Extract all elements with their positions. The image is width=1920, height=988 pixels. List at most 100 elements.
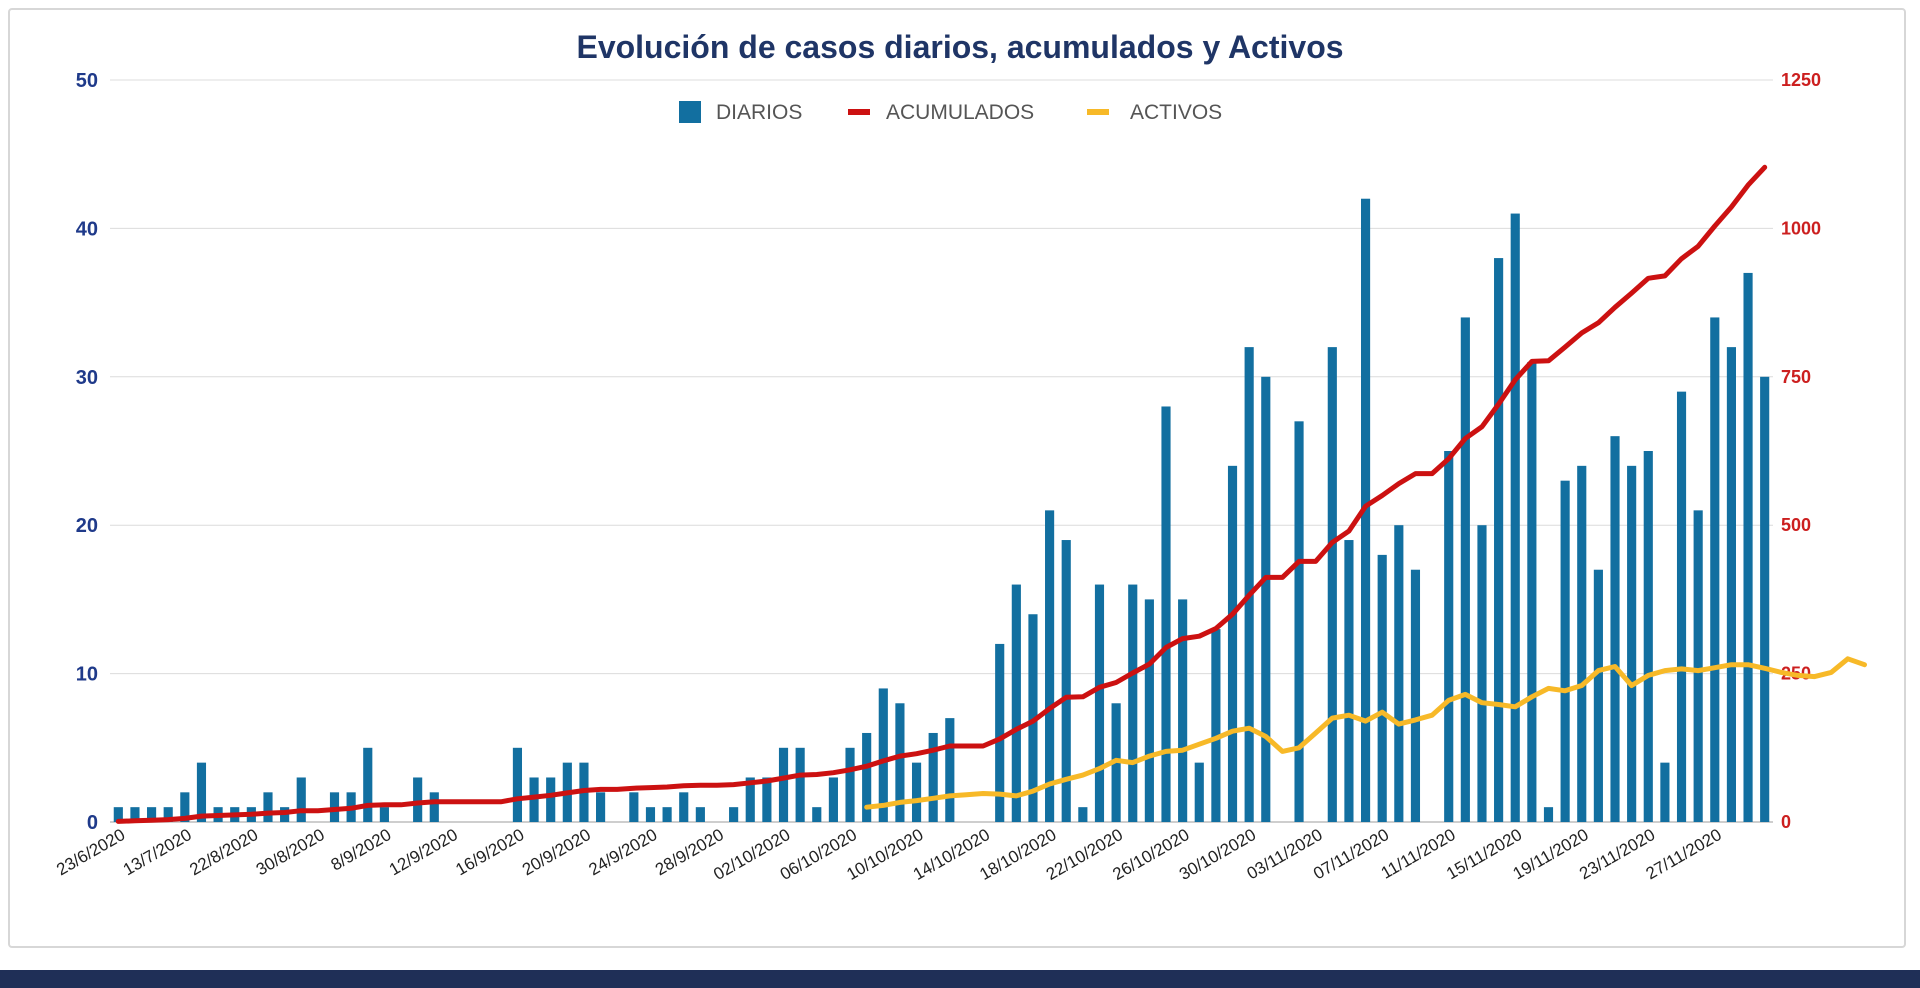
diarios-bar (1144, 599, 1154, 822)
diarios-bar (429, 792, 439, 822)
diarios-bar (645, 807, 656, 822)
diarios-bar (812, 807, 822, 822)
diarios-bar (1045, 510, 1055, 822)
diarios-bar (1178, 599, 1188, 822)
diarios-bar (413, 777, 423, 822)
diarios-bar (263, 792, 273, 822)
diarios-bar (180, 792, 190, 822)
x-tick-label: 19/11/2020 (1510, 825, 1592, 883)
diarios-bar (1593, 569, 1603, 822)
gridlines (110, 79, 1773, 823)
diarios-bar (596, 792, 606, 822)
diarios-bar (1078, 807, 1088, 822)
diarios-bar (196, 762, 207, 822)
x-tick-label: 30/10/2020 (1176, 825, 1259, 884)
diarios-bars (113, 198, 1770, 823)
diarios-bar (945, 718, 955, 822)
diarios-bar (1294, 421, 1304, 822)
lines (115, 164, 1867, 824)
diarios-bar (130, 807, 140, 822)
diarios-bar (1477, 525, 1487, 822)
diarios-bar (1128, 584, 1138, 822)
diarios-bar (828, 777, 838, 822)
diarios-bar (296, 777, 306, 822)
x-tick-label: 03/11/2020 (1244, 825, 1326, 883)
y-right-tick-label: 1250 (1781, 70, 1821, 90)
legend-activos-swatch (1087, 109, 1109, 115)
diarios-bar (1527, 361, 1537, 822)
diarios-bar (1543, 807, 1554, 822)
diarios-bar (1676, 391, 1687, 822)
diarios-bar (1394, 525, 1404, 822)
diarios-bar (1610, 436, 1620, 822)
diarios-bar (1510, 213, 1520, 822)
diarios-bar (1710, 317, 1720, 822)
diarios-bar (1743, 272, 1753, 822)
legend-acumulados-swatch (848, 109, 870, 115)
diarios-bar (1577, 465, 1587, 822)
y-right-tick-label: 0 (1781, 812, 1791, 832)
y-right-tick-label: 1000 (1781, 218, 1821, 238)
diarios-bar (1261, 376, 1271, 822)
diarios-bar (1560, 480, 1570, 822)
diarios-bar (1227, 465, 1238, 822)
acumulados-line (115, 164, 1768, 824)
diarios-bar (1061, 540, 1071, 822)
x-tick-label: 20/9/2020 (519, 825, 594, 879)
y-left-tick-label: 0 (87, 812, 98, 834)
diarios-bar (778, 747, 789, 822)
diarios-bar (629, 792, 639, 822)
y-left-tick-label: 20 (76, 515, 98, 537)
diarios-bar (911, 762, 922, 822)
y-left-tick-label: 50 (76, 70, 98, 92)
diarios-bar (729, 807, 739, 822)
diarios-bar (928, 732, 938, 822)
diarios-bar (1627, 465, 1637, 822)
diarios-bar (895, 703, 905, 822)
legend: DIARIOS ACUMULADOS ACTIVOS (679, 101, 1222, 124)
y-left-tick-label: 30 (76, 367, 98, 389)
diarios-bar (1161, 406, 1171, 822)
y-right-tick-label: 750 (1781, 367, 1811, 387)
diarios-bar (147, 807, 157, 822)
diarios-bar (995, 643, 1005, 822)
x-tick-label: 30/8/2020 (253, 825, 328, 879)
diarios-bar (1444, 451, 1454, 822)
chart-title: Evolución de casos diarios, acumulados y… (576, 29, 1343, 65)
x-tick-label: 16/9/2020 (452, 825, 527, 879)
diarios-bar (1327, 347, 1337, 822)
legend-diarios-swatch (679, 101, 701, 123)
diarios-bar (1377, 554, 1387, 822)
x-tick-label: 22/8/2020 (186, 825, 261, 879)
diarios-bar (363, 747, 373, 822)
x-tick-label: 8/9/2020 (328, 825, 395, 875)
diarios-bar (1211, 629, 1221, 822)
y-left-tick-label: 40 (76, 218, 98, 240)
y-left-tick-label: 10 (76, 664, 98, 686)
diarios-bar (1693, 510, 1703, 822)
diarios-bar (163, 807, 173, 822)
diarios-bar (1660, 762, 1670, 822)
diarios-bar (546, 777, 556, 822)
diarios-bar (862, 732, 872, 822)
diarios-bar (745, 777, 755, 822)
diarios-bar (1194, 762, 1204, 822)
diarios-bar (762, 777, 772, 822)
footer-band (0, 970, 1920, 988)
diarios-bar (529, 777, 539, 822)
chart-frame (8, 8, 1906, 948)
activos-line (864, 656, 1867, 810)
diarios-bar (1460, 317, 1470, 822)
diarios-bar (113, 807, 123, 822)
diarios-bar (1760, 376, 1770, 822)
x-tick-label: 27/11/2020 (1643, 825, 1725, 883)
diarios-bar (795, 747, 805, 822)
legend-diarios-label: DIARIOS (716, 101, 802, 124)
legend-acumulados-label: ACUMULADOS (886, 101, 1034, 124)
diarios-bar (1244, 347, 1254, 822)
diarios-bar (512, 747, 523, 822)
diarios-bar (379, 807, 389, 822)
